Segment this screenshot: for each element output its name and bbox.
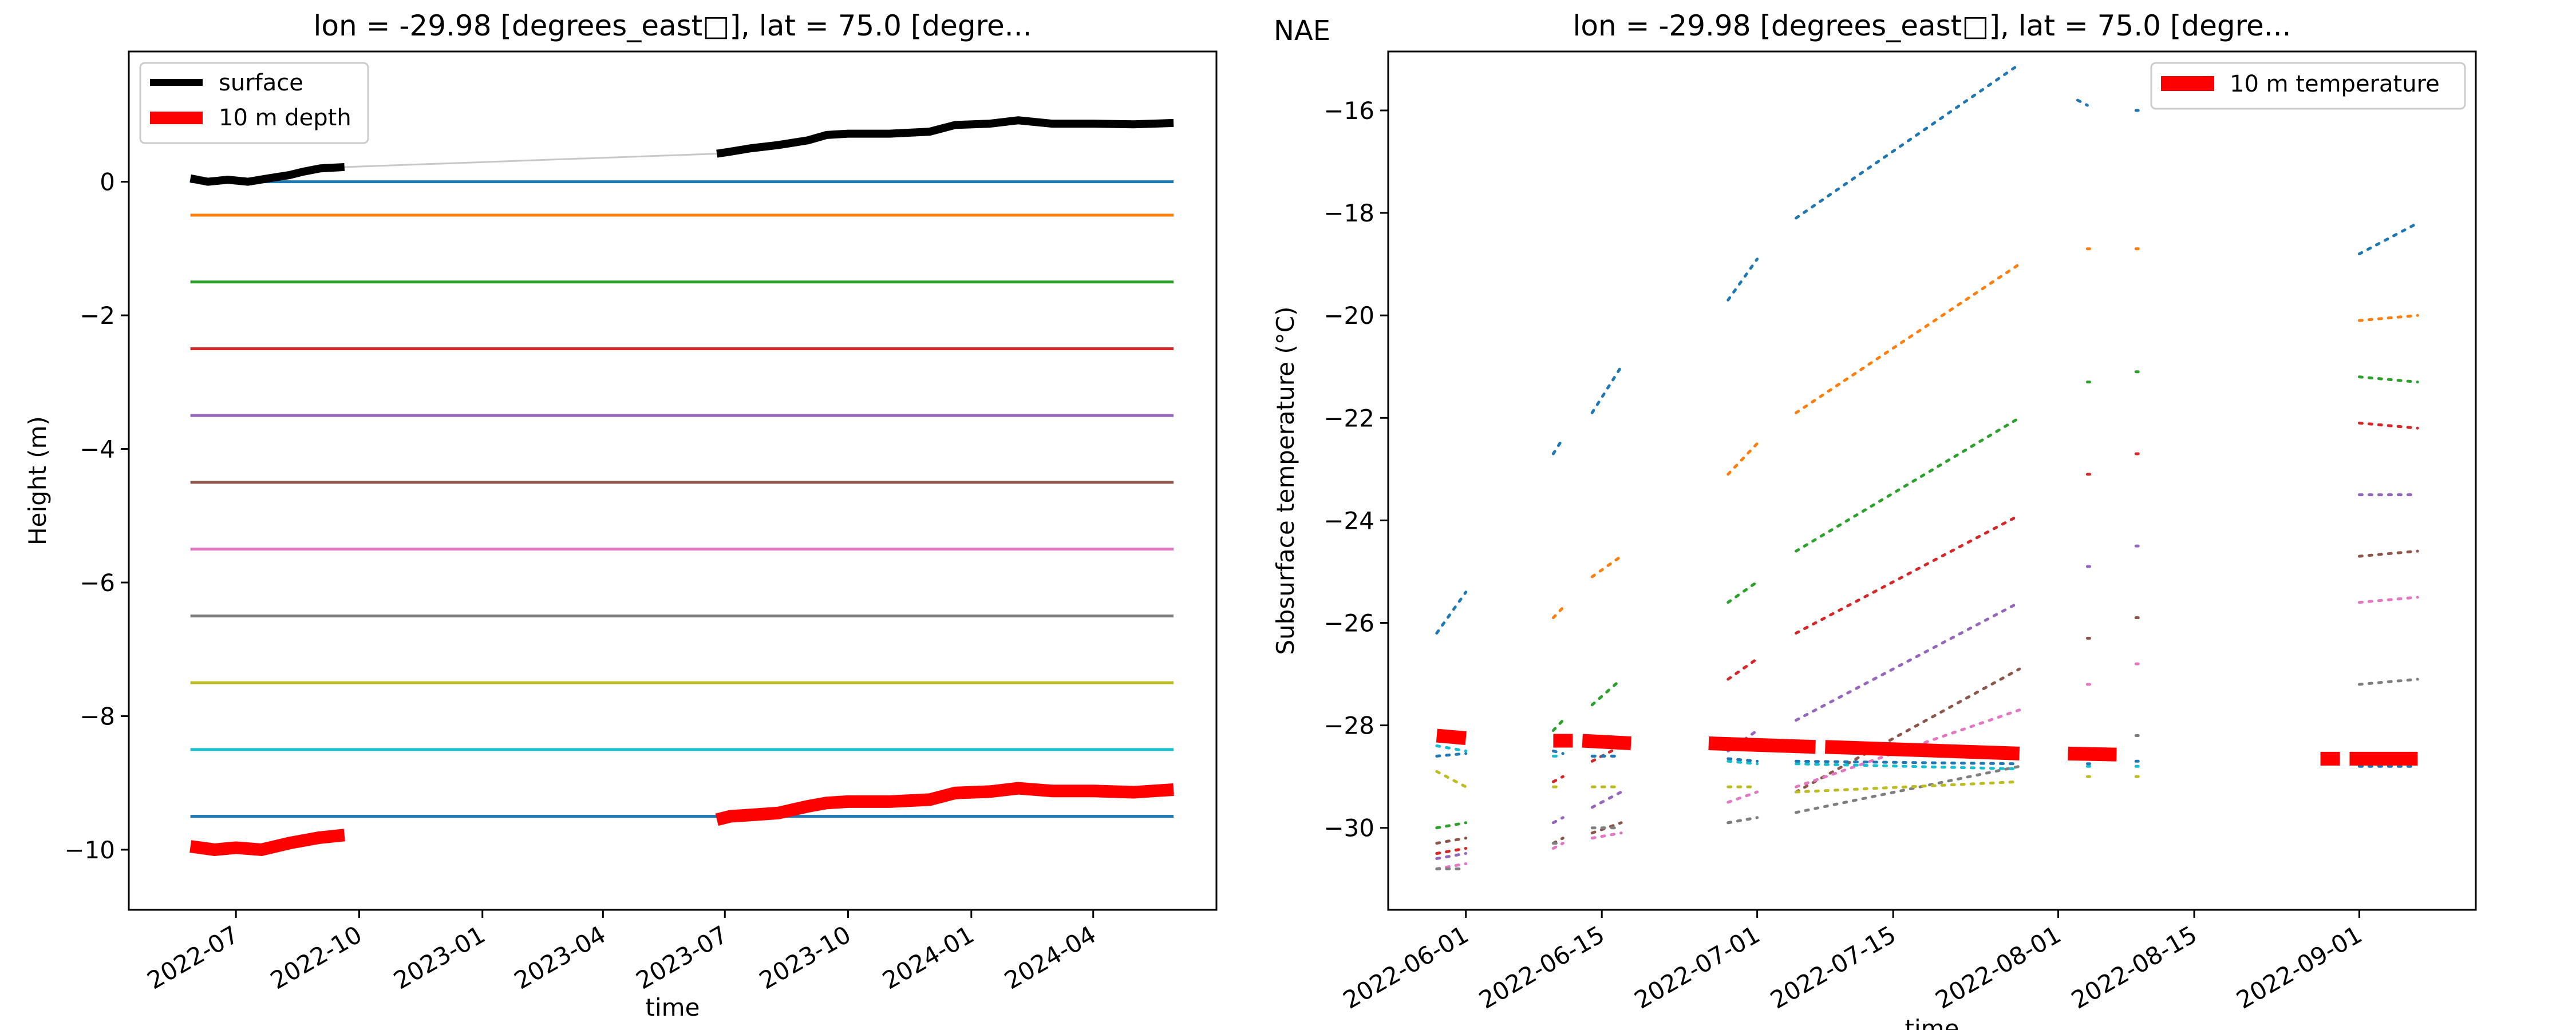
temperature-chart-legend-box [2150,62,2466,110]
series-10-m-temperature-segment-4 [1824,740,2020,760]
depth-temperature-series-10-segment-1 [1551,749,1564,755]
height-y-tick-label: −6 [80,569,115,597]
depth-temperature-series-3-segment-1 [1551,775,1564,783]
height-y-tick-label: −2 [80,302,115,330]
depth-temperature-series-6-segment-7 [2357,596,2419,604]
temperature-chart-y-axis-label: Subsurface temperature (°C) [1271,307,1299,655]
depth-temperature-series-5-segment-7 [2357,549,2419,558]
height-y-tick-label: −10 [64,836,115,864]
height-chart-x-axis-label: time [646,993,700,1021]
depth-temperature-series-0-segment-2 [1590,365,1623,414]
depth-temperature-series-6-segment-1 [1551,842,1564,850]
height-y-tick-label: −4 [80,435,115,464]
temperature-y-tick-label: −22 [1323,404,1374,432]
station-label: NAE [1274,15,1330,47]
height-chart-legend: surface 10 m depth [139,62,369,144]
series-10-m-depth-line-0 [189,829,345,856]
depth-temperature-series-3-segment-3 [1726,657,1759,681]
depth-temperature-series-0-segment-0 [1435,591,1468,635]
depth-temperature-series-0-segment-5 [2076,98,2089,107]
depth-temperature-series-4-segment-1 [1551,816,1564,825]
series-surface-line-0 [189,163,345,186]
series-10-m-temperature-segment-2 [1582,734,1631,750]
temperature-y-tick-label: −16 [1323,97,1374,125]
depth-temperature-series-2-segment-4 [1795,416,2021,553]
depth-temperature-series-1-segment-3 [1795,263,2021,414]
series-10-m-temperature-segment-3 [1708,736,1816,754]
depth-temperature-series-4-segment-3 [1726,729,1759,752]
depth-temperature-series-2-segment-2 [1590,678,1623,707]
depth-temperature-series-1-segment-2 [1726,442,1759,476]
temperature-chart-x-axis-label: time [1905,1015,1959,1030]
depth-temperature-series-1-segment-6 [2357,314,2419,322]
depth-temperature-series-7-segment-7 [2357,678,2419,686]
depth-temperature-series-0-segment-7 [2357,221,2419,256]
depth-temperature-series-3-segment-4 [1795,513,2021,635]
temperature-chart-legend: 10 m temperature [2150,62,2466,110]
depth-temperature-series-9-segment-4 [1795,762,2021,771]
depth-temperature-series-2-segment-1 [1551,719,1564,732]
temperature-chart-frame [1387,50,2477,911]
depth-temperature-series-10-segment-4 [1795,759,2021,766]
depth-temperature-series-5-segment-4 [1795,667,2021,794]
legend-label-10m-depth: 10 m depth [219,105,351,131]
depth-temperature-series-2-segment-3 [1726,580,1759,604]
series-10-m-temperature-segment-5 [2068,746,2117,762]
depth-temperature-series-1-segment-0 [1551,606,1564,620]
temperature-y-tick-label: −20 [1323,302,1374,330]
depth-temperature-series-4-segment-4 [1795,601,2021,722]
temperature-y-tick-label: −30 [1323,814,1374,842]
depth-temperature-series-0-segment-4 [1795,62,2021,220]
height-y-tick-label: 0 [100,168,115,196]
legend-label-10m-temperature: 10 m temperature [2230,71,2440,97]
height-chart-title: lon = -29.98 [degrees_east□], lat = 75.0… [314,9,1032,42]
temperature-y-tick-label: −24 [1323,506,1374,534]
depth-temperature-series-7-segment-4 [1795,764,2021,814]
temperature-y-tick-label: −18 [1323,199,1374,227]
depth-temperature-series-1-segment-1 [1590,554,1623,579]
depth-temperature-series-2-segment-7 [2357,375,2419,384]
legend-label-surface: surface [219,70,303,96]
height-chart-y-axis-label: Height (m) [23,416,52,545]
depth-temperature-series-8-segment-4 [1795,780,2021,794]
series-10-m-temperature-segment-0 [1436,728,1467,745]
depth-temperature-series-0-segment-3 [1726,258,1759,302]
height-chart: lon = -29.98 [degrees_east□], lat = 75.0… [23,9,1218,1021]
temperature-y-tick-label: −28 [1323,712,1374,740]
surface-gap-connector [344,153,717,168]
temperature-y-tick-label: −26 [1323,609,1374,637]
height-chart-frame [128,50,1218,911]
depth-temperature-series-3-segment-7 [2357,421,2419,430]
series-10-m-depth-line-1 [715,782,1174,826]
depth-temperature-series-0-segment-1 [1551,437,1564,455]
height-y-tick-label: −8 [80,702,115,730]
series-surface-line-1 [716,116,1174,158]
temperature-chart-title: lon = -29.98 [degrees_east□], lat = 75.0… [1573,9,2291,42]
